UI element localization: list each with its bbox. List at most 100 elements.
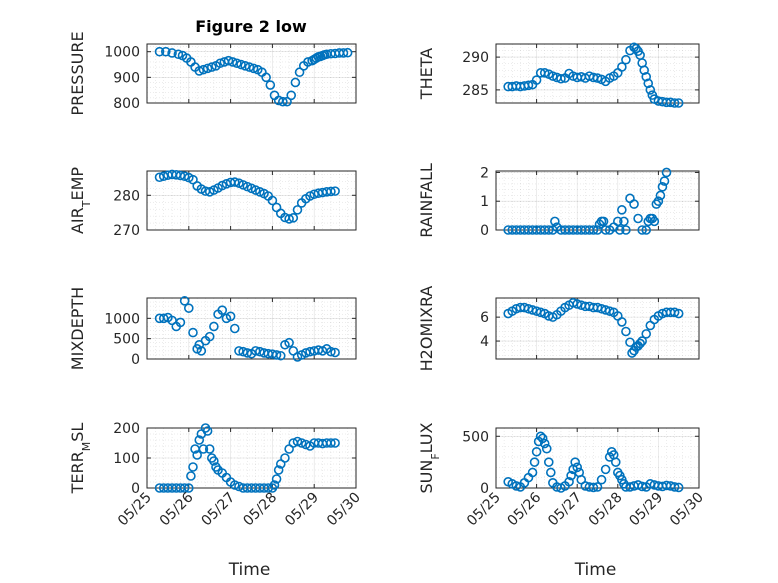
data-point [261, 72, 271, 83]
data-point [238, 346, 248, 357]
y-tick-label: 1000 [104, 311, 140, 327]
data-point [633, 213, 643, 224]
series-markers [154, 296, 340, 362]
data-point [167, 48, 177, 58]
data-point [326, 186, 336, 197]
x-tick-label: 05/30 [667, 490, 707, 530]
data-point [588, 225, 599, 235]
y-axis-label: AIRTEMP [68, 167, 93, 234]
data-point [284, 214, 294, 224]
data-point [539, 68, 550, 78]
data-point [229, 480, 240, 490]
y-tick-label: 4 [480, 334, 489, 350]
data-point [548, 71, 558, 81]
data-point [600, 464, 611, 475]
data-point [209, 321, 219, 332]
x-tick-label: 05/27 [545, 490, 585, 530]
data-point [217, 305, 228, 316]
data-point [541, 443, 552, 454]
data-point [637, 225, 647, 235]
data-point [629, 199, 639, 209]
data-point [617, 62, 627, 72]
data-point [537, 433, 548, 444]
panel-mixdepth: 0 500 1000 MIXDEPTH [68, 287, 357, 370]
data-point [278, 96, 288, 107]
data-point [330, 438, 340, 448]
data-point [250, 346, 261, 356]
data-point [572, 462, 583, 473]
data-point [566, 470, 576, 481]
data-point [641, 71, 652, 82]
data-point [232, 58, 242, 69]
axes-box [146, 170, 357, 231]
data-point [173, 49, 184, 60]
x-tick-label: 05/26 [157, 489, 197, 529]
data-point [198, 64, 209, 75]
y-tick-label: 1000 [104, 45, 140, 61]
y-tick-label: 100 [113, 451, 140, 467]
data-point [592, 73, 603, 83]
data-point [269, 480, 280, 490]
data-point [598, 216, 609, 227]
data-point [673, 98, 684, 108]
y-axis-label: MIXDEPTH [68, 287, 87, 370]
data-point [641, 225, 652, 235]
series-markers [154, 169, 340, 224]
data-point [265, 80, 276, 90]
data-point [204, 444, 215, 454]
data-point [657, 182, 668, 192]
data-point [255, 346, 265, 357]
data-point [194, 435, 205, 445]
data-point [531, 446, 542, 457]
y-tick-label: 800 [113, 96, 140, 112]
data-point [188, 327, 198, 338]
data-point [556, 73, 566, 84]
data-point [643, 78, 654, 89]
data-point [637, 481, 647, 492]
data-point [198, 444, 209, 454]
data-point [286, 90, 297, 101]
data-point [621, 225, 631, 235]
data-point [267, 195, 278, 206]
data-point [543, 457, 554, 467]
data-point [621, 54, 631, 65]
data-point [615, 225, 625, 235]
data-point [158, 313, 169, 324]
data-point [273, 465, 284, 475]
data-point [179, 296, 190, 306]
data-point [292, 205, 303, 215]
data-point [288, 213, 299, 223]
data-point [296, 438, 307, 448]
data-point [596, 474, 607, 485]
data-point [196, 346, 207, 356]
data-point [617, 317, 627, 327]
data-point [635, 338, 645, 349]
data-point [669, 482, 680, 492]
x-tick-label: 05/29 [626, 490, 666, 530]
data-point [619, 216, 629, 227]
data-point [179, 483, 190, 493]
panel-rainfall: 0 1 2 RAINFALL [417, 163, 700, 239]
data-point [639, 65, 649, 76]
data-point [244, 62, 255, 72]
data-point [275, 350, 286, 361]
x-axis-label: Time [228, 560, 271, 580]
data-point [202, 426, 213, 436]
y-axis-label: H2OMIXRA [417, 286, 436, 372]
y-tick-label: 0 [131, 481, 140, 497]
data-point [661, 167, 672, 178]
series-markers [503, 297, 684, 358]
data-point [290, 77, 301, 88]
data-point [669, 307, 680, 318]
data-point [592, 482, 603, 492]
data-point [535, 431, 546, 442]
data-point [655, 190, 666, 201]
figure-title: Figure 2 low [195, 17, 307, 36]
y-tick-label: 280 [113, 188, 140, 204]
series-markers [503, 42, 684, 108]
data-point [604, 306, 615, 316]
data-point [242, 348, 253, 358]
data-point [175, 317, 186, 328]
data-point [550, 216, 560, 227]
